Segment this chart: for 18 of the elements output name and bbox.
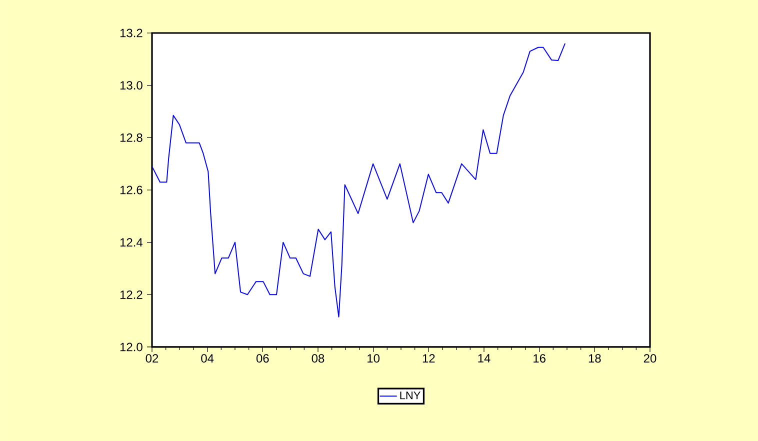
x-tick-label: 14 [478,354,490,362]
legend-label: LNY [400,392,420,400]
y-tick-label: 13.0 [120,81,142,90]
x-tick-label: 16 [534,354,546,363]
x-tick-label: 10 [368,354,380,363]
x-tick-label: 02 [146,354,158,363]
x-tick-label: 06 [256,354,269,363]
x-tick-label: 12 [422,354,435,362]
x-tick-label: 08 [312,354,324,363]
y-tick-label: 12.6 [120,186,142,194]
y-tick-label: 12.2 [120,290,142,299]
y-tick-label: 12.4 [120,238,143,247]
x-tick-label: 04 [201,354,214,363]
x-tick-label: 20 [644,354,656,363]
y-tick-label: 13.2 [120,28,142,38]
x-tick-label: 18 [588,354,601,363]
y-tick-label: 12.0 [120,342,142,352]
y-tick-label: 12.8 [120,133,142,142]
